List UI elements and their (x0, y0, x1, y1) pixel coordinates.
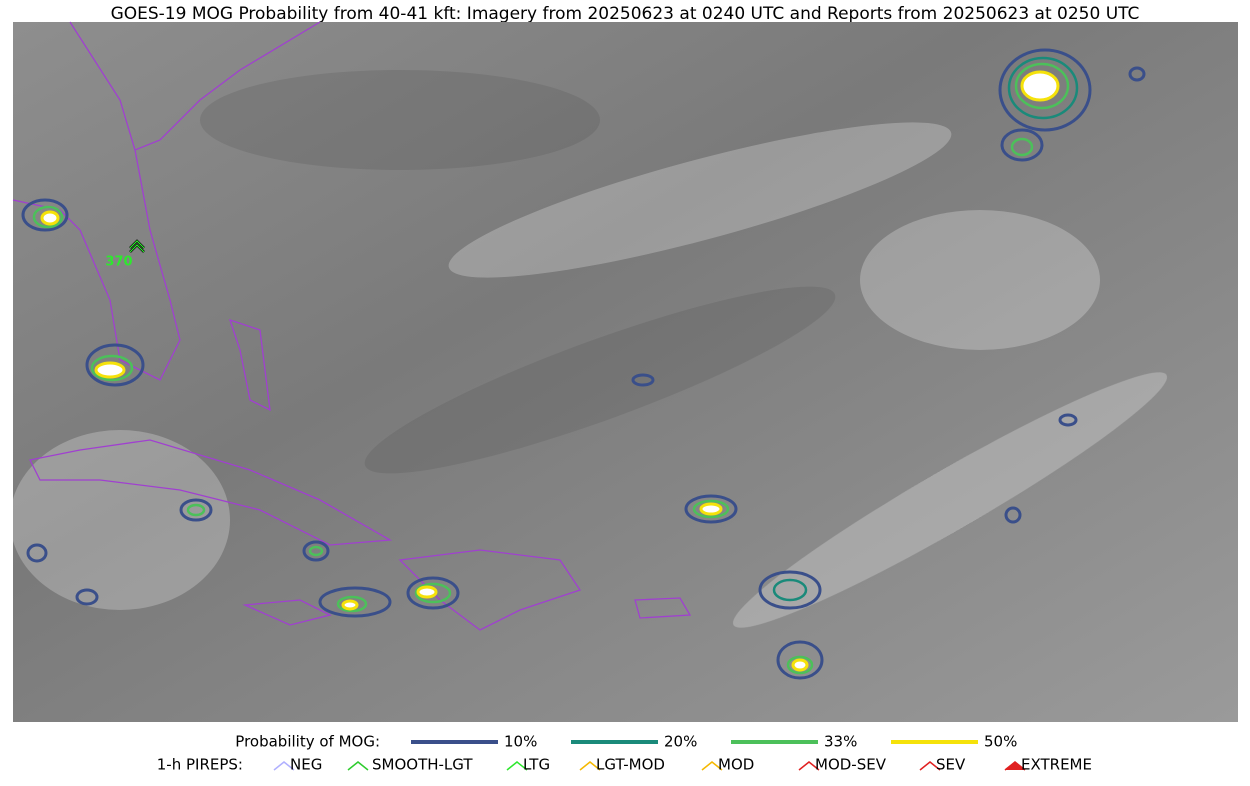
legend: 10% 20% 33% 50% (411, 733, 1017, 751)
satellite-imagery (13, 22, 1238, 722)
pirep-symbol (798, 761, 820, 771)
imagery-texture (10, 70, 1168, 628)
pirep-label: MOD-SEV (815, 756, 887, 774)
pirep-symbol (701, 761, 723, 771)
title: GOES-19 MOG Probability from 40-41 kft: … (111, 4, 1140, 24)
pirep-label: LGT-MOD (596, 756, 665, 774)
pirep-label: EXTREME (1021, 756, 1092, 774)
legend-label: 20% (664, 733, 697, 751)
pirep-symbol (347, 761, 369, 771)
legend-title: Probability of MOG: (235, 733, 380, 751)
pirep-symbol (506, 761, 528, 771)
pirep-report: 370 (105, 239, 145, 270)
pirep-symbol (579, 761, 601, 771)
pirep-label: SMOOTH-LGT (372, 756, 473, 774)
pirep-label: NEG (290, 756, 322, 774)
pirep-symbol (273, 761, 295, 771)
pirep-label: LTG (523, 756, 550, 774)
legend-label: 33% (824, 733, 857, 751)
pirep-label: MOD (718, 756, 754, 774)
pirep-altitude: 370 (105, 255, 132, 270)
pirep-legend: NEG SMOOTH-LGT LTG LGT-MOD MOD MOD-SEV SEV EXTR… (273, 756, 1092, 774)
legend-label: 10% (504, 733, 537, 751)
pirep-symbol (919, 761, 941, 771)
mog-contours (21, 48, 1146, 680)
legend-label: 50% (984, 733, 1017, 751)
pirep-symbol (1004, 761, 1026, 771)
pirep-label: SEV (936, 756, 966, 774)
pirep-icon (129, 240, 145, 253)
pirep-legend-title: 1-h PIREPS: (157, 756, 243, 774)
